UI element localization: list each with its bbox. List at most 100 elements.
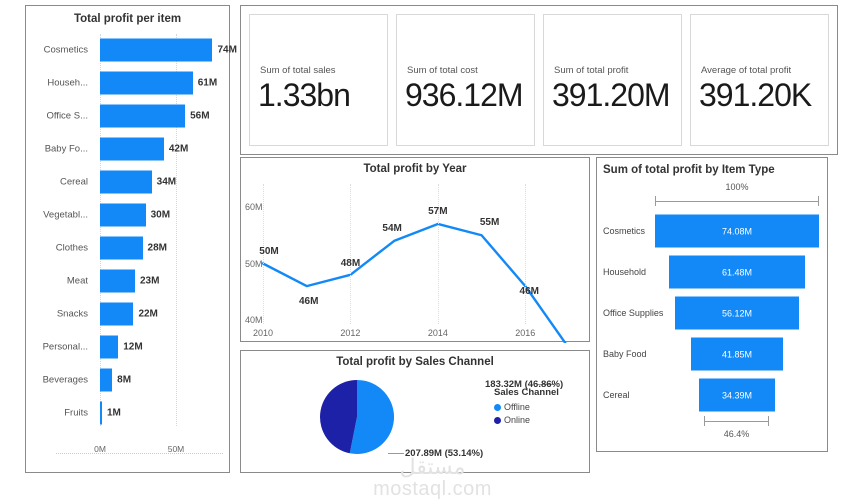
bar-chart-row[interactable]: Meat 23M <box>26 265 231 297</box>
bar-rect[interactable] <box>100 203 146 227</box>
kpi-card-label: Sum of total profit <box>554 65 629 76</box>
bar-value-label: 30M <box>150 209 171 221</box>
kpi-cards-panel: Sum of total sales 1.33bn Sum of total cos… <box>240 5 838 155</box>
pie-chart-title: Total profit by Sales Channel <box>336 356 494 368</box>
legend-item-label: Offline <box>504 402 530 412</box>
funnel-chart-plot-area: 100% 46.4% Cosmetics 74.08M Household 61.48… <box>597 180 829 453</box>
bar-rect[interactable] <box>100 38 213 62</box>
bar-rect[interactable] <box>100 335 119 359</box>
bar-category-label: Clothes <box>55 242 88 254</box>
funnel-bar[interactable]: 41.85M <box>690 337 784 371</box>
bar-chart-row[interactable]: Cereal 34M <box>26 166 231 198</box>
bar-rect[interactable] <box>100 170 152 194</box>
bar-value-label: 1M <box>107 407 121 419</box>
bar-chart-row[interactable]: Vegetabl... 30M <box>26 199 231 231</box>
funnel-category-label: Baby Food <box>603 349 647 359</box>
line-point-label: 48M <box>340 257 361 269</box>
funnel-bar[interactable]: 61.48M <box>668 255 806 289</box>
total-profit-by-year-panel[interactable]: Total profit by Year 40M 50M 60M 2010 2012 20… <box>240 157 591 365</box>
bar-category-label: Fruits <box>64 407 88 419</box>
funnel-row[interactable]: Household 61.48M <box>597 253 829 291</box>
line-chart-plot-area: 40M 50M 60M 2010 2012 2014 2016 50M 46M 48M 54M 57M… <box>241 178 591 365</box>
bar-chart-row[interactable]: Househ... 61M <box>26 67 231 99</box>
funnel-bar-value-label: 34.39M <box>721 390 752 400</box>
bar-rect[interactable] <box>100 302 134 326</box>
bar-chart-row[interactable]: Fruits 1M <box>26 397 231 429</box>
watermark-latin: mostaql.com <box>373 478 492 500</box>
bar-chart-row[interactable]: Snacks 22M <box>26 298 231 330</box>
kpi-card-value: 391.20M <box>552 77 671 113</box>
bar-category-label: Personal... <box>42 341 88 353</box>
funnel-category-label: Cereal <box>603 390 630 400</box>
kpi-card-value: 391.20K <box>699 77 812 113</box>
bar-value-label: 42M <box>168 143 189 155</box>
bar-category-label: Snacks <box>56 308 88 320</box>
funnel-top-measure-bracket <box>655 196 819 206</box>
bar-value-label: 23M <box>139 275 160 287</box>
bar-chart-row[interactable]: Cosmetics 74M <box>26 34 237 66</box>
bar-rect[interactable] <box>100 71 193 95</box>
funnel-chart-title: Sum of total profit by Item Type <box>603 164 775 176</box>
funnel-bar-value-label: 56.12M <box>721 308 752 318</box>
line-y-tick-label: 40M <box>245 315 263 325</box>
funnel-row[interactable]: Cereal 34.39M <box>597 376 829 414</box>
funnel-category-label: Household <box>603 267 647 277</box>
pie-slice-offline[interactable] <box>349 380 395 454</box>
bar-chart-row[interactable]: Clothes 28M <box>26 232 231 264</box>
bar-gridline <box>100 34 101 426</box>
sum-of-total-profit-by-item-type-panel[interactable]: Sum of total profit by Item Type 100% 46… <box>596 157 828 452</box>
pie-leader-line-online <box>538 384 554 385</box>
bar-value-label: 56M <box>190 110 210 122</box>
kpi-card[interactable]: Average of total profit 391.20K <box>690 14 829 146</box>
funnel-bar[interactable]: 74.08M <box>655 214 819 248</box>
line-x-tick-label: 2016 <box>515 328 536 338</box>
pie-chart-svg <box>320 380 395 454</box>
funnel-bar-value-label: 41.85M <box>721 349 752 359</box>
pie-chart-legend: Sales Channel Offline Online <box>494 387 559 428</box>
funnel-row[interactable]: Baby Food 41.85M <box>597 335 829 373</box>
legend-title: Sales Channel <box>494 387 559 398</box>
bar-value-label: 28M <box>147 242 167 254</box>
funnel-row[interactable]: Cosmetics 74.08M <box>597 212 829 250</box>
bar-value-label: 22M <box>138 308 158 320</box>
funnel-row[interactable]: Office Supplies 56.12M <box>597 294 829 332</box>
line-gridline <box>437 184 439 324</box>
bar-chart-row[interactable]: Office S... 56M <box>26 100 231 132</box>
total-profit-per-item-panel[interactable]: Total profit per item Cosmetics 74M Househ… <box>25 5 237 473</box>
legend-item[interactable]: Offline <box>494 402 559 412</box>
bar-rect[interactable] <box>100 137 164 161</box>
bar-chart-row[interactable]: Beverages 8M <box>26 364 231 396</box>
funnel-bar[interactable]: 56.12M <box>674 296 800 330</box>
bar-rect[interactable] <box>100 401 102 425</box>
bar-rect[interactable] <box>100 368 113 392</box>
pie-chart-graphic[interactable] <box>319 379 395 455</box>
legend-item[interactable]: Online <box>494 415 559 425</box>
funnel-bar-value-label: 74.08M <box>721 226 753 236</box>
kpi-card[interactable]: Sum of total sales 1.33bn <box>249 14 388 146</box>
kpi-card[interactable]: Sum of total profit 391.20M <box>543 14 682 146</box>
bar-rect[interactable] <box>100 236 143 260</box>
funnel-category-label: Office Supplies <box>603 308 664 318</box>
line-point-label: 57M <box>428 205 448 217</box>
bar-category-label: Vegetabl... <box>43 209 88 221</box>
bar-gridline <box>176 34 177 426</box>
bar-rect[interactable] <box>100 104 186 128</box>
bar-chart-title: Total profit per item <box>73 13 182 25</box>
funnel-bar[interactable]: 34.39M <box>698 378 776 412</box>
line-gridline <box>263 184 264 324</box>
pie-label-online: 183.32M (46.86%) <box>485 379 564 390</box>
bar-rect[interactable] <box>100 269 135 293</box>
pie-label-offline: 207.89M (53.14%) <box>405 448 484 459</box>
kpi-card[interactable]: Sum of total cost 936.12M <box>396 14 535 146</box>
total-profit-by-sales-channel-panel[interactable]: Total profit by Sales Channel 183.32M (4… <box>240 350 590 473</box>
bar-chart-row[interactable]: Baby Fo... 42M <box>26 133 231 165</box>
bar-category-label: Baby Fo... <box>44 143 88 155</box>
funnel-bottom-percent: 46.4% <box>723 429 750 439</box>
kpi-card-grid: Sum of total sales 1.33bn Sum of total cos… <box>249 14 829 146</box>
line-series-path[interactable] <box>261 222 571 350</box>
bar-value-label: 34M <box>156 176 177 188</box>
bar-chart-row[interactable]: Personal... 12M <box>26 331 231 363</box>
line-point-label: 46M <box>519 286 540 298</box>
pie-slice-online[interactable] <box>320 380 357 454</box>
funnel-top-percent: 100% <box>725 182 749 192</box>
